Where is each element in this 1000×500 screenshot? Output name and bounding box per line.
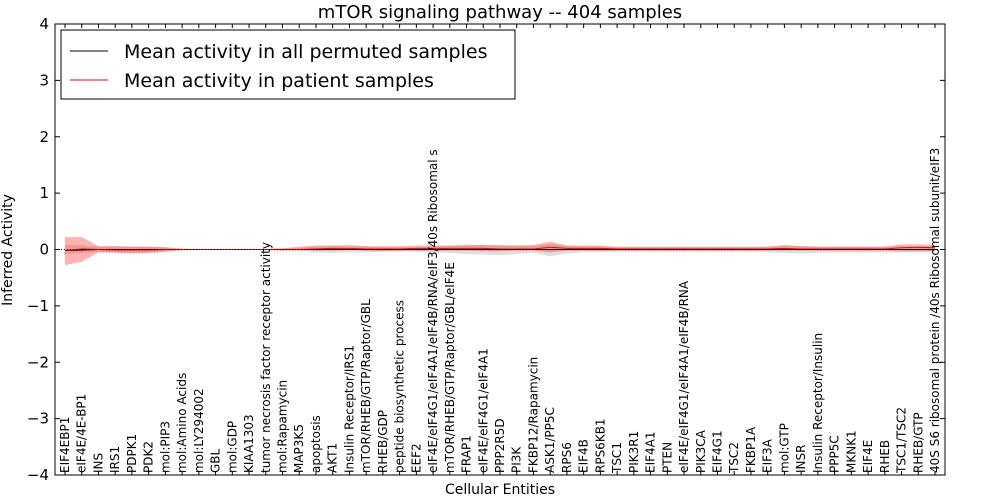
chart-title: mTOR signaling pathway -- 404 samples xyxy=(318,2,682,23)
series-line-1 xyxy=(64,246,936,252)
x-tick-label: GBL xyxy=(209,448,223,473)
x-tick-label: RPS6 xyxy=(560,442,574,473)
x-tick-label: RHEB/GTP xyxy=(911,412,925,473)
x-tick-label: EIF4EBP1 xyxy=(58,417,72,473)
x-tick-label: INS xyxy=(91,453,105,473)
x-tick-label: mol:Rapamycin xyxy=(276,380,290,473)
x-tick-label: PIK3CA xyxy=(694,429,708,473)
x-tick-label: peptide biosynthetic process xyxy=(393,300,407,473)
x-tick-label: INSR xyxy=(794,445,808,473)
x-tick-label: EIF4G1 xyxy=(711,430,725,473)
x-tick-label: KIAA1303 xyxy=(242,414,256,473)
x-tick-label: RHEB/GDP xyxy=(376,410,390,473)
x-tick-label: EIF4E xyxy=(861,440,875,473)
x-tick-label: TSC1 xyxy=(610,442,624,474)
y-tick-label: 4 xyxy=(39,15,49,33)
x-tick-label: RHEB xyxy=(878,440,892,473)
x-tick-label: TSC1/TSC2 xyxy=(895,407,909,474)
x-tick-label: eIF4E/eIF4G1/eIF4A1/eIF4B/RNA/eIF3/40s R… xyxy=(426,149,440,473)
x-tick-label: IRS1 xyxy=(108,446,122,473)
y-tick-label: −1 xyxy=(27,297,49,315)
y-axis-label: Inferred Activity xyxy=(0,194,16,306)
x-tick-label: eIF4E/eIF4G1/eIF4A1/eIF4B/RNA xyxy=(677,280,691,473)
y-tick-label: −4 xyxy=(27,466,49,484)
x-tick-label: apoptosis xyxy=(309,415,323,473)
legend-label-permuted: Mean activity in all permuted samples xyxy=(124,41,487,63)
x-tick-label: eIF4E/4E-BP1 xyxy=(75,394,89,473)
x-tick-label: EIF4B xyxy=(577,439,591,473)
series-band-0 xyxy=(65,243,935,257)
plot-area xyxy=(55,237,945,266)
x-tick-label: PPP5C xyxy=(828,435,842,473)
x-tick-label: mol:LY294002 xyxy=(192,388,206,473)
x-tick-label: MAP3K5 xyxy=(292,424,306,473)
x-tick-label: ASK1/PP5C xyxy=(543,407,557,473)
x-tick-label: PDK2 xyxy=(142,441,156,473)
y-tick-label: 1 xyxy=(39,184,49,202)
x-tick-label: EIF3A xyxy=(761,438,775,473)
y-tick-label: −2 xyxy=(27,353,49,371)
x-tick-label: AKT1 xyxy=(326,443,340,473)
x-tick-label: TSC2 xyxy=(727,442,741,474)
x-tick-label: MKNK1 xyxy=(844,430,858,473)
legend-box xyxy=(60,29,516,100)
x-tick-label: PI3K xyxy=(510,446,524,473)
x-tick-label: mTOR/RHEB/GTP/Raptor/GBL xyxy=(359,299,373,473)
x-tick-label: mol:GTP xyxy=(777,423,791,473)
y-tick-label: 2 xyxy=(39,128,49,146)
legend: Mean activity in all permuted samples Me… xyxy=(60,29,516,100)
x-tick-label: PPP2R5D xyxy=(493,418,507,473)
x-tick-label: FRAP1 xyxy=(460,435,474,473)
x-tick-label: mTOR/RHEB/GTP/Raptor/GBL/eIF4E xyxy=(443,262,457,473)
x-tick-label: tumor necrosis factor receptor activity xyxy=(259,242,273,473)
x-tick-label: RPS6KB1 xyxy=(593,418,607,473)
x-tick-label: FKBP1A xyxy=(744,426,758,473)
y-tick-label: 0 xyxy=(39,241,49,259)
x-tick-label: PIK3R1 xyxy=(627,431,641,473)
x-tick-label: eIF4E/eIF4G1/eIF4A1 xyxy=(476,348,490,473)
y-tick-label: 3 xyxy=(39,71,49,89)
x-tick-label: PDPK1 xyxy=(125,434,139,473)
x-tick-label: Insulin Receptor/Insulin xyxy=(811,333,825,473)
y-tick-label: −3 xyxy=(27,410,49,428)
x-tick-label: mol:Amino Acids xyxy=(175,373,189,473)
x-tick-label: EEF2 xyxy=(409,443,423,473)
x-tick-label: Insulin Receptor/IRS1 xyxy=(342,345,356,473)
x-tick-label: mol:GDP xyxy=(225,421,239,473)
x-tick-label: EIF4A1 xyxy=(644,431,658,473)
x-tick-label: FKBP12/Rapamycin xyxy=(526,357,540,473)
x-tick-label: mol:PIP3 xyxy=(158,421,172,473)
x-axis-label: Cellular Entities xyxy=(445,482,555,498)
x-tick-label: PTEN xyxy=(660,442,674,473)
legend-label-patient: Mean activity in patient samples xyxy=(124,70,434,92)
x-tick-label: 40S S6 ribosomal protein /40s Ribosomal … xyxy=(928,148,942,473)
